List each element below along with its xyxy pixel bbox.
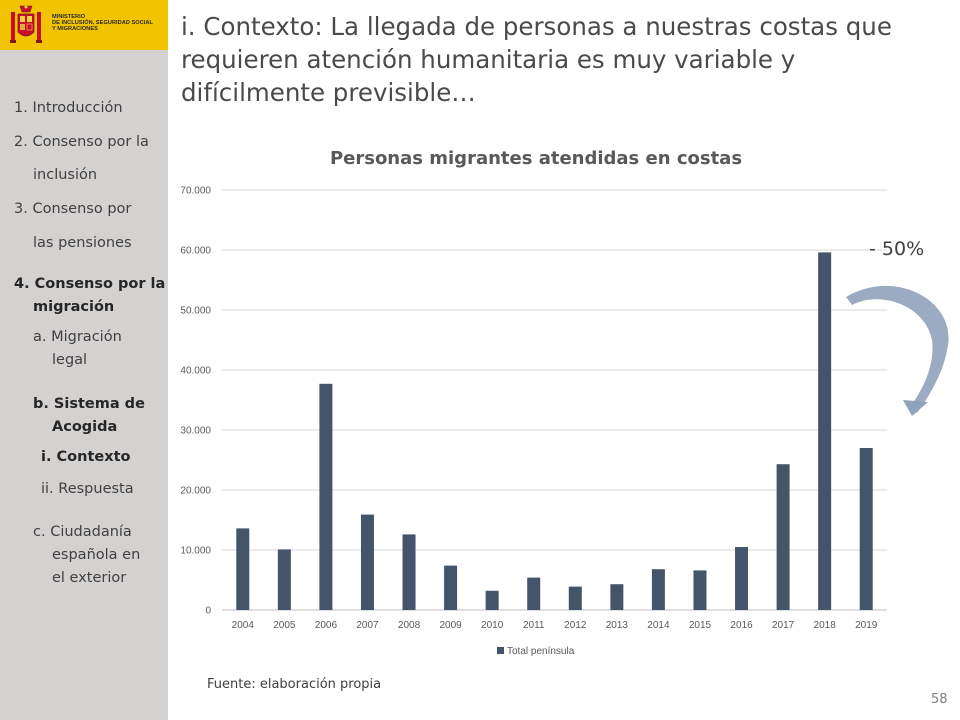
ministry-line: DE INCLUSIÓN, SEGURIDAD SOCIAL <box>52 20 153 27</box>
bar <box>859 448 873 610</box>
bar <box>693 570 707 610</box>
x-tick-label: 2019 <box>855 620 878 631</box>
sidebar-item-ciudadania-cont2[interactable]: el exterior <box>52 570 127 586</box>
sidebar-item-contexto[interactable]: i. Contexto <box>41 449 131 465</box>
x-tick-label: 2018 <box>814 620 837 631</box>
bar <box>444 565 458 610</box>
bar <box>360 514 374 610</box>
x-tick-label: 2005 <box>273 620 296 631</box>
bar <box>402 534 416 610</box>
sidebar: MINISTERIO DE INCLUSIÓN, SEGURIDAD SOCIA… <box>0 0 168 720</box>
x-tick-label: 2011 <box>523 620 545 631</box>
ministry-line: MINISTERIO <box>52 14 86 20</box>
y-tick-label: 20.000 <box>180 486 211 497</box>
y-tick-label: 70.000 <box>180 186 211 197</box>
bar <box>776 464 790 610</box>
ministry-logo: MINISTERIO DE INCLUSIÓN, SEGURIDAD SOCIA… <box>0 0 168 50</box>
sidebar-item-ciudadania[interactable]: c. Ciudadanía <box>33 524 132 540</box>
bar <box>277 549 291 610</box>
arrow-head-icon <box>903 400 928 416</box>
bar <box>236 528 250 610</box>
bar <box>485 590 499 610</box>
sidebar-item-migracion-legal[interactable]: a. Migración <box>33 329 122 345</box>
sidebar-item-introduccion[interactable]: 1. Introducción <box>14 100 123 116</box>
x-tick-label: 2012 <box>564 620 587 631</box>
bar <box>610 584 624 610</box>
x-tick-label: 2006 <box>315 620 338 631</box>
sidebar-item-sistema-acogida-cont[interactable]: Acogida <box>52 419 118 435</box>
x-tick-label: 2015 <box>689 620 712 631</box>
reduction-annotation: - 50% <box>869 238 925 260</box>
sidebar-item-consenso-migracion-cont[interactable]: migración <box>33 299 115 315</box>
bar <box>568 586 582 610</box>
legend-label: Total península <box>507 646 575 657</box>
x-tick-label: 2004 <box>232 620 255 631</box>
slide-title: i. Contexto: La llegada de personas a nu… <box>181 10 951 109</box>
x-tick-label: 2007 <box>356 620 379 631</box>
x-tick-label: 2016 <box>730 620 753 631</box>
slide-title-line: difícilmente previsible… <box>181 78 476 107</box>
sidebar-item-respuesta[interactable]: ii. Respuesta <box>41 481 134 497</box>
sidebar-item-consenso-inclusion[interactable]: 2. Consenso por la <box>14 134 149 150</box>
x-tick-label: 2014 <box>647 620 670 631</box>
x-tick-label: 2010 <box>481 620 504 631</box>
chart-title: Personas migrantes atendidas en costas <box>329 148 743 169</box>
x-tick-label: 2013 <box>606 620 629 631</box>
slide-title-line: requieren atención humanitaria es muy va… <box>181 45 796 74</box>
sidebar-item-consenso-pensiones[interactable]: 3. Consenso por <box>14 201 132 217</box>
source-note: Fuente: elaboración propia <box>207 677 382 692</box>
sidebar-item-consenso-migracion[interactable]: 4. Consenso por la <box>14 276 166 292</box>
bar <box>735 547 749 610</box>
legend-swatch <box>497 647 504 654</box>
ministry-line: Y MIGRACIONES <box>52 26 98 33</box>
slide-title-line: i. Contexto: La llegada de personas a nu… <box>181 12 892 41</box>
y-tick-label: 30.000 <box>180 426 211 437</box>
ministry-name: MINISTERIO DE INCLUSIÓN, SEGURIDAD SOCIA… <box>52 14 168 33</box>
y-tick-label: 60.000 <box>180 246 211 257</box>
bar <box>319 383 333 610</box>
bar <box>651 569 665 610</box>
y-tick-label: 10.000 <box>180 546 211 557</box>
y-tick-label: 40.000 <box>180 366 211 377</box>
coat-of-arms-icon <box>10 5 42 43</box>
y-tick-label: 50.000 <box>180 306 211 317</box>
sidebar-item-sistema-acogida[interactable]: b. Sistema de <box>33 396 145 412</box>
sidebar-item-consenso-pensiones-cont[interactable]: las pensiones <box>33 235 132 251</box>
sidebar-item-migracion-legal-cont[interactable]: legal <box>52 352 88 368</box>
x-tick-label: 2008 <box>398 620 421 631</box>
y-tick-label: 0 <box>205 606 211 617</box>
sidebar-item-ciudadania-cont[interactable]: española en <box>52 547 141 563</box>
bar <box>527 577 541 610</box>
x-tick-label: 2017 <box>772 620 795 631</box>
bar <box>818 252 832 610</box>
x-tick-label: 2009 <box>439 620 462 631</box>
sidebar-item-consenso-inclusion-cont[interactable]: inclusión <box>33 167 98 183</box>
curved-arrow-icon <box>846 285 949 413</box>
page-number: 58 <box>931 692 948 707</box>
